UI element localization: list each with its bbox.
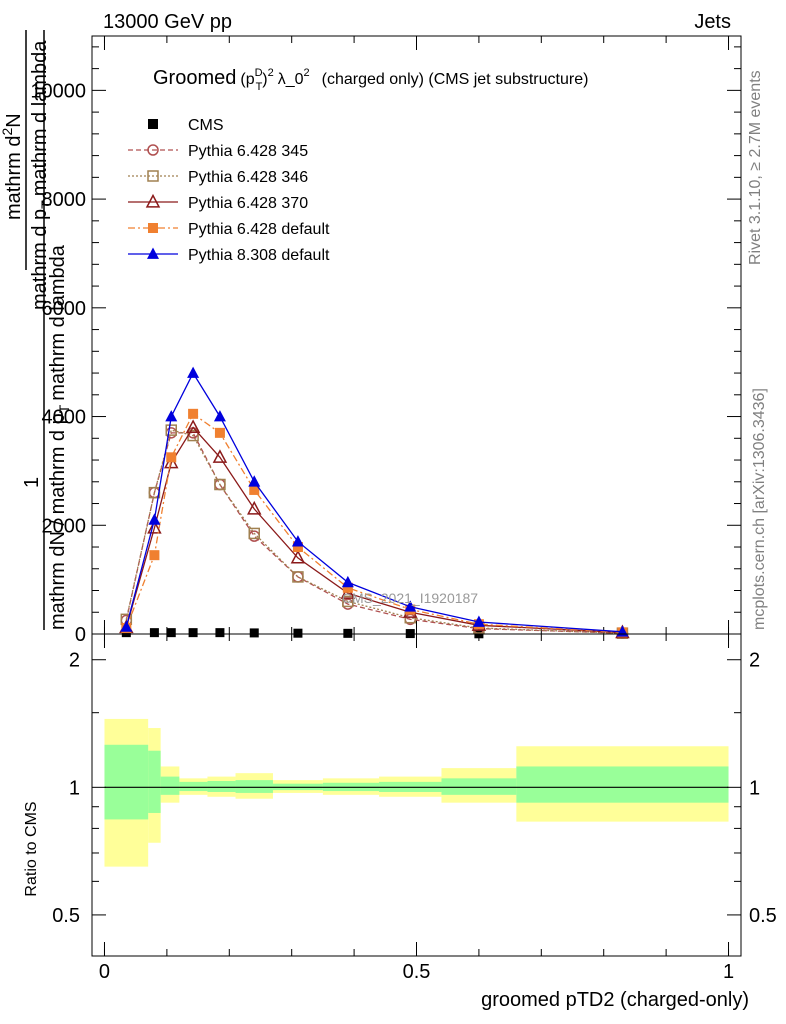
ratio-inner-band-1 <box>148 750 161 813</box>
series-point <box>188 408 199 419</box>
ylabel-den-2: mathrm d pTmathrm d lambda <box>29 40 54 310</box>
ratio-ytick-label: 2 <box>69 650 80 672</box>
xtick-label: 1 <box>723 961 734 983</box>
main-ytick-label: 8000 <box>42 189 87 211</box>
series-point <box>342 595 354 608</box>
ratio-inner-band-5 <box>235 780 273 793</box>
ratio-inner-band-2 <box>160 776 180 795</box>
series-point <box>149 550 160 561</box>
series-point <box>404 600 417 612</box>
ratio-ytick-label: 1 <box>69 777 80 799</box>
series-point <box>292 542 303 553</box>
series-point <box>166 628 176 638</box>
series-point <box>247 500 262 515</box>
series-point <box>248 475 261 487</box>
legend-label: Pythia 8.308 default <box>188 247 330 264</box>
ratio-ylabel: Ratio to CMS <box>23 801 40 896</box>
series-line <box>125 426 623 634</box>
xtick-label: 0.5 <box>403 961 431 983</box>
series-point <box>147 519 162 534</box>
series-point <box>341 575 354 588</box>
main-ytick-label: 10000 <box>30 80 86 102</box>
ratio-ytick-label-right: 1 <box>749 777 760 799</box>
ratio-inner-band-0 <box>104 744 149 820</box>
series-5 <box>120 366 629 637</box>
legend-label: Pythia 6.428 370 <box>188 195 308 212</box>
ratio-ytick-label-right: 2 <box>749 650 760 672</box>
series-point <box>248 527 260 540</box>
ratio-inner-band-10 <box>516 766 729 803</box>
series-point <box>148 513 161 525</box>
series-point <box>343 628 353 638</box>
series-point <box>472 615 485 627</box>
plot-title: Groomed (pD T)2 λ_02 (charged only) (CMS jet… <box>153 67 588 93</box>
xtick-label: 0 <box>99 961 110 983</box>
series-point <box>290 549 306 564</box>
series-1 <box>120 427 629 639</box>
series-point <box>188 628 198 638</box>
series-point <box>249 628 259 638</box>
main-plot: 0 2000 4000 6000 8000 10000 <box>30 35 742 956</box>
ylabel-num-1: 1 <box>21 477 43 488</box>
series-0 <box>121 628 627 639</box>
legend-label: Pythia 6.428 345 <box>188 143 308 160</box>
x-axis-label: groomed pTD2 (charged-only) <box>481 989 749 1011</box>
main-ylabel: 1 mathrm dN / mathrm d pTmathrm d lambda… <box>0 30 72 630</box>
series-point <box>214 478 226 491</box>
header-left: 13000 GeV pp <box>103 11 232 33</box>
legend-marker <box>147 247 159 259</box>
series-2 <box>120 424 629 639</box>
series-point <box>249 484 260 495</box>
series-point <box>187 366 200 378</box>
series-point <box>165 410 178 422</box>
ratio-inner-band-3 <box>179 781 208 792</box>
ratio-inner-band-9 <box>441 778 517 795</box>
legend-marker <box>148 223 158 233</box>
ratio-ytick-label-right: 0.5 <box>749 905 777 927</box>
ylabel-num-2: mathrm d2N <box>0 113 25 220</box>
legend-marker <box>145 193 161 208</box>
ylabel-den-1: mathrm dN / mathrm d pTmathrm d lambda <box>47 244 72 630</box>
series-point <box>291 535 304 547</box>
legend-label: Pythia 6.428 default <box>188 221 330 238</box>
series-point <box>293 628 303 638</box>
mcplots-label: mcplots.cern.ch [arXiv:1306.3436] <box>751 388 768 630</box>
series-point <box>166 452 177 463</box>
main-ytick-label: 0 <box>75 624 86 646</box>
main-ytick-label: 4000 <box>42 407 87 429</box>
watermark: CMS_2021_I1920187 <box>342 590 478 606</box>
series-point <box>214 427 225 438</box>
ratio-ytick-label: 0.5 <box>52 905 80 927</box>
legend-marker <box>147 144 159 156</box>
series-point <box>212 449 228 463</box>
header-right: Jets <box>694 11 731 33</box>
series-point <box>149 628 159 638</box>
main-ytick-label: 6000 <box>42 298 87 320</box>
ratio-plot: 0 0.5 1 0.5 0.5 1 1 2 2 <box>52 633 777 983</box>
main-ytick-label: 2000 <box>42 515 87 537</box>
series-point <box>165 424 178 436</box>
series-point <box>292 571 304 583</box>
legend-label: Pythia 6.428 346 <box>188 169 308 186</box>
series-point <box>120 620 133 632</box>
rivet-label: Rivet 3.1.10, ≥ 2.7M events <box>747 70 764 265</box>
legend-marker <box>147 170 159 182</box>
series-point <box>213 410 226 422</box>
ratio-inner-band-4 <box>207 780 236 792</box>
ratio-frame <box>91 633 742 957</box>
series-point <box>342 582 353 593</box>
legend-marker <box>148 119 158 129</box>
series-point <box>185 419 201 434</box>
legend: CMS Pythia 6.428 345 Pythia 6.428 346 Pythi… <box>128 117 330 264</box>
legend-label: CMS <box>188 117 224 134</box>
series-point <box>215 628 225 638</box>
